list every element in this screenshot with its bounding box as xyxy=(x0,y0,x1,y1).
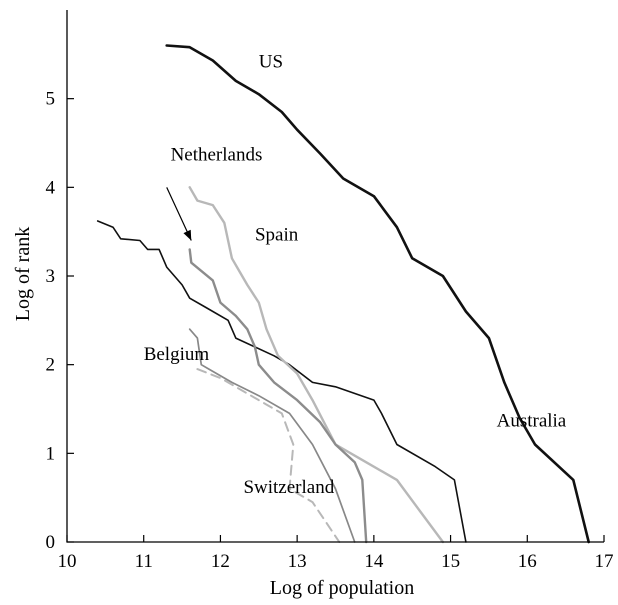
series-labels: US Netherlands Spain Belgium Australia Switze… xyxy=(144,52,567,499)
axis-frame xyxy=(66,10,604,543)
series-line-us xyxy=(165,44,590,544)
y-axis-title: Log of rank xyxy=(12,227,34,321)
x-tick-label: 14 xyxy=(364,551,384,572)
series-label-us: US xyxy=(259,52,283,73)
series-line-australia xyxy=(96,220,467,543)
series-label-switzerland: Switzerland xyxy=(243,477,334,498)
y-tick-label: 1 xyxy=(46,443,56,464)
y-tick-label: 2 xyxy=(46,355,56,376)
x-tick-label: 15 xyxy=(441,551,460,572)
series-label-spain: Spain xyxy=(255,225,299,246)
x-tick-label: 16 xyxy=(518,551,537,572)
x-tick-label: 11 xyxy=(135,551,153,572)
netherlands-arrow-head xyxy=(183,229,192,241)
y-tick-label: 4 xyxy=(46,177,56,198)
series-line-switzerland xyxy=(196,368,341,543)
series-label-belgium: Belgium xyxy=(144,344,210,365)
series-line-spain xyxy=(188,186,445,544)
y-tick-label: 0 xyxy=(46,532,56,553)
series-line-netherlands xyxy=(188,248,368,544)
series-label-netherlands: Netherlands xyxy=(171,145,263,166)
x-tick-label: 12 xyxy=(211,551,230,572)
y-tick-label: 3 xyxy=(46,266,56,287)
x-tick-label: 17 xyxy=(595,551,614,572)
x-axis-title: Log of population xyxy=(270,577,414,599)
y-tick-label: 5 xyxy=(46,89,56,110)
x-tick-label: 13 xyxy=(288,551,307,572)
plot-area xyxy=(96,44,590,544)
x-tick-label: 10 xyxy=(58,551,77,572)
series-label-australia: Australia xyxy=(497,411,567,432)
series-line-belgium xyxy=(188,328,356,543)
